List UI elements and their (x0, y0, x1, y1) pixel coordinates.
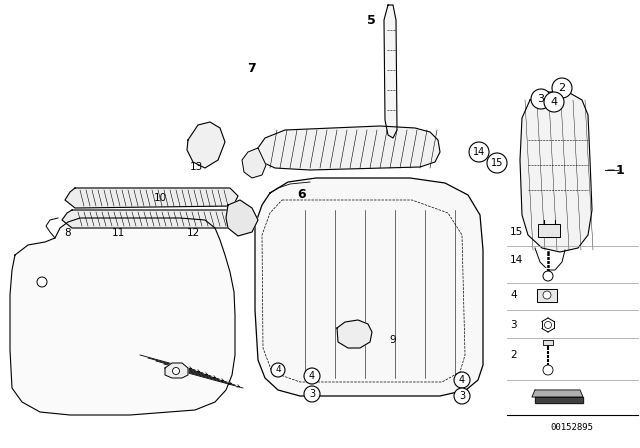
Text: 14: 14 (473, 147, 485, 157)
Text: 15: 15 (510, 227, 524, 237)
Circle shape (271, 363, 285, 377)
Text: 13: 13 (189, 162, 203, 172)
Polygon shape (384, 5, 397, 138)
Text: 15: 15 (491, 158, 503, 168)
Circle shape (173, 367, 179, 375)
Circle shape (454, 388, 470, 404)
Circle shape (552, 78, 572, 98)
Polygon shape (258, 126, 440, 170)
Polygon shape (242, 148, 266, 178)
Text: 9: 9 (390, 335, 396, 345)
Circle shape (37, 277, 47, 287)
Text: 4: 4 (550, 97, 557, 107)
Polygon shape (532, 390, 583, 397)
Circle shape (543, 291, 551, 299)
Text: 3: 3 (459, 391, 465, 401)
Text: 10: 10 (154, 193, 166, 203)
Text: 12: 12 (186, 228, 200, 238)
Text: 6: 6 (298, 189, 307, 202)
Polygon shape (337, 320, 372, 348)
Polygon shape (535, 397, 583, 403)
Polygon shape (10, 218, 235, 415)
Circle shape (487, 153, 507, 173)
Polygon shape (165, 363, 188, 378)
Bar (543, 340, 553, 345)
Polygon shape (255, 178, 483, 396)
Text: 1: 1 (616, 164, 625, 177)
Polygon shape (62, 210, 237, 228)
Bar (537, 289, 557, 302)
Text: 00152895: 00152895 (550, 422, 593, 431)
Text: 11: 11 (111, 228, 125, 238)
Polygon shape (226, 200, 258, 236)
Text: 2: 2 (510, 350, 516, 360)
Polygon shape (65, 188, 238, 208)
FancyBboxPatch shape (538, 224, 560, 237)
Text: 5: 5 (367, 13, 376, 26)
Text: 3: 3 (510, 320, 516, 330)
Text: 2: 2 (559, 83, 566, 93)
Circle shape (304, 368, 320, 384)
Circle shape (469, 142, 489, 162)
Circle shape (543, 271, 553, 281)
Circle shape (543, 365, 553, 375)
Circle shape (544, 92, 564, 112)
Text: 3: 3 (309, 389, 315, 399)
Text: 4: 4 (510, 290, 516, 300)
Text: 4: 4 (459, 375, 465, 385)
Text: 14: 14 (510, 255, 524, 265)
Circle shape (545, 322, 552, 328)
Polygon shape (520, 92, 592, 252)
Circle shape (531, 89, 551, 109)
Circle shape (304, 386, 320, 402)
Text: 4: 4 (275, 366, 281, 375)
Circle shape (454, 372, 470, 388)
Text: 7: 7 (248, 61, 257, 74)
Text: 8: 8 (65, 228, 71, 238)
Text: 4: 4 (309, 371, 315, 381)
Text: 3: 3 (538, 94, 545, 104)
Polygon shape (187, 122, 225, 168)
